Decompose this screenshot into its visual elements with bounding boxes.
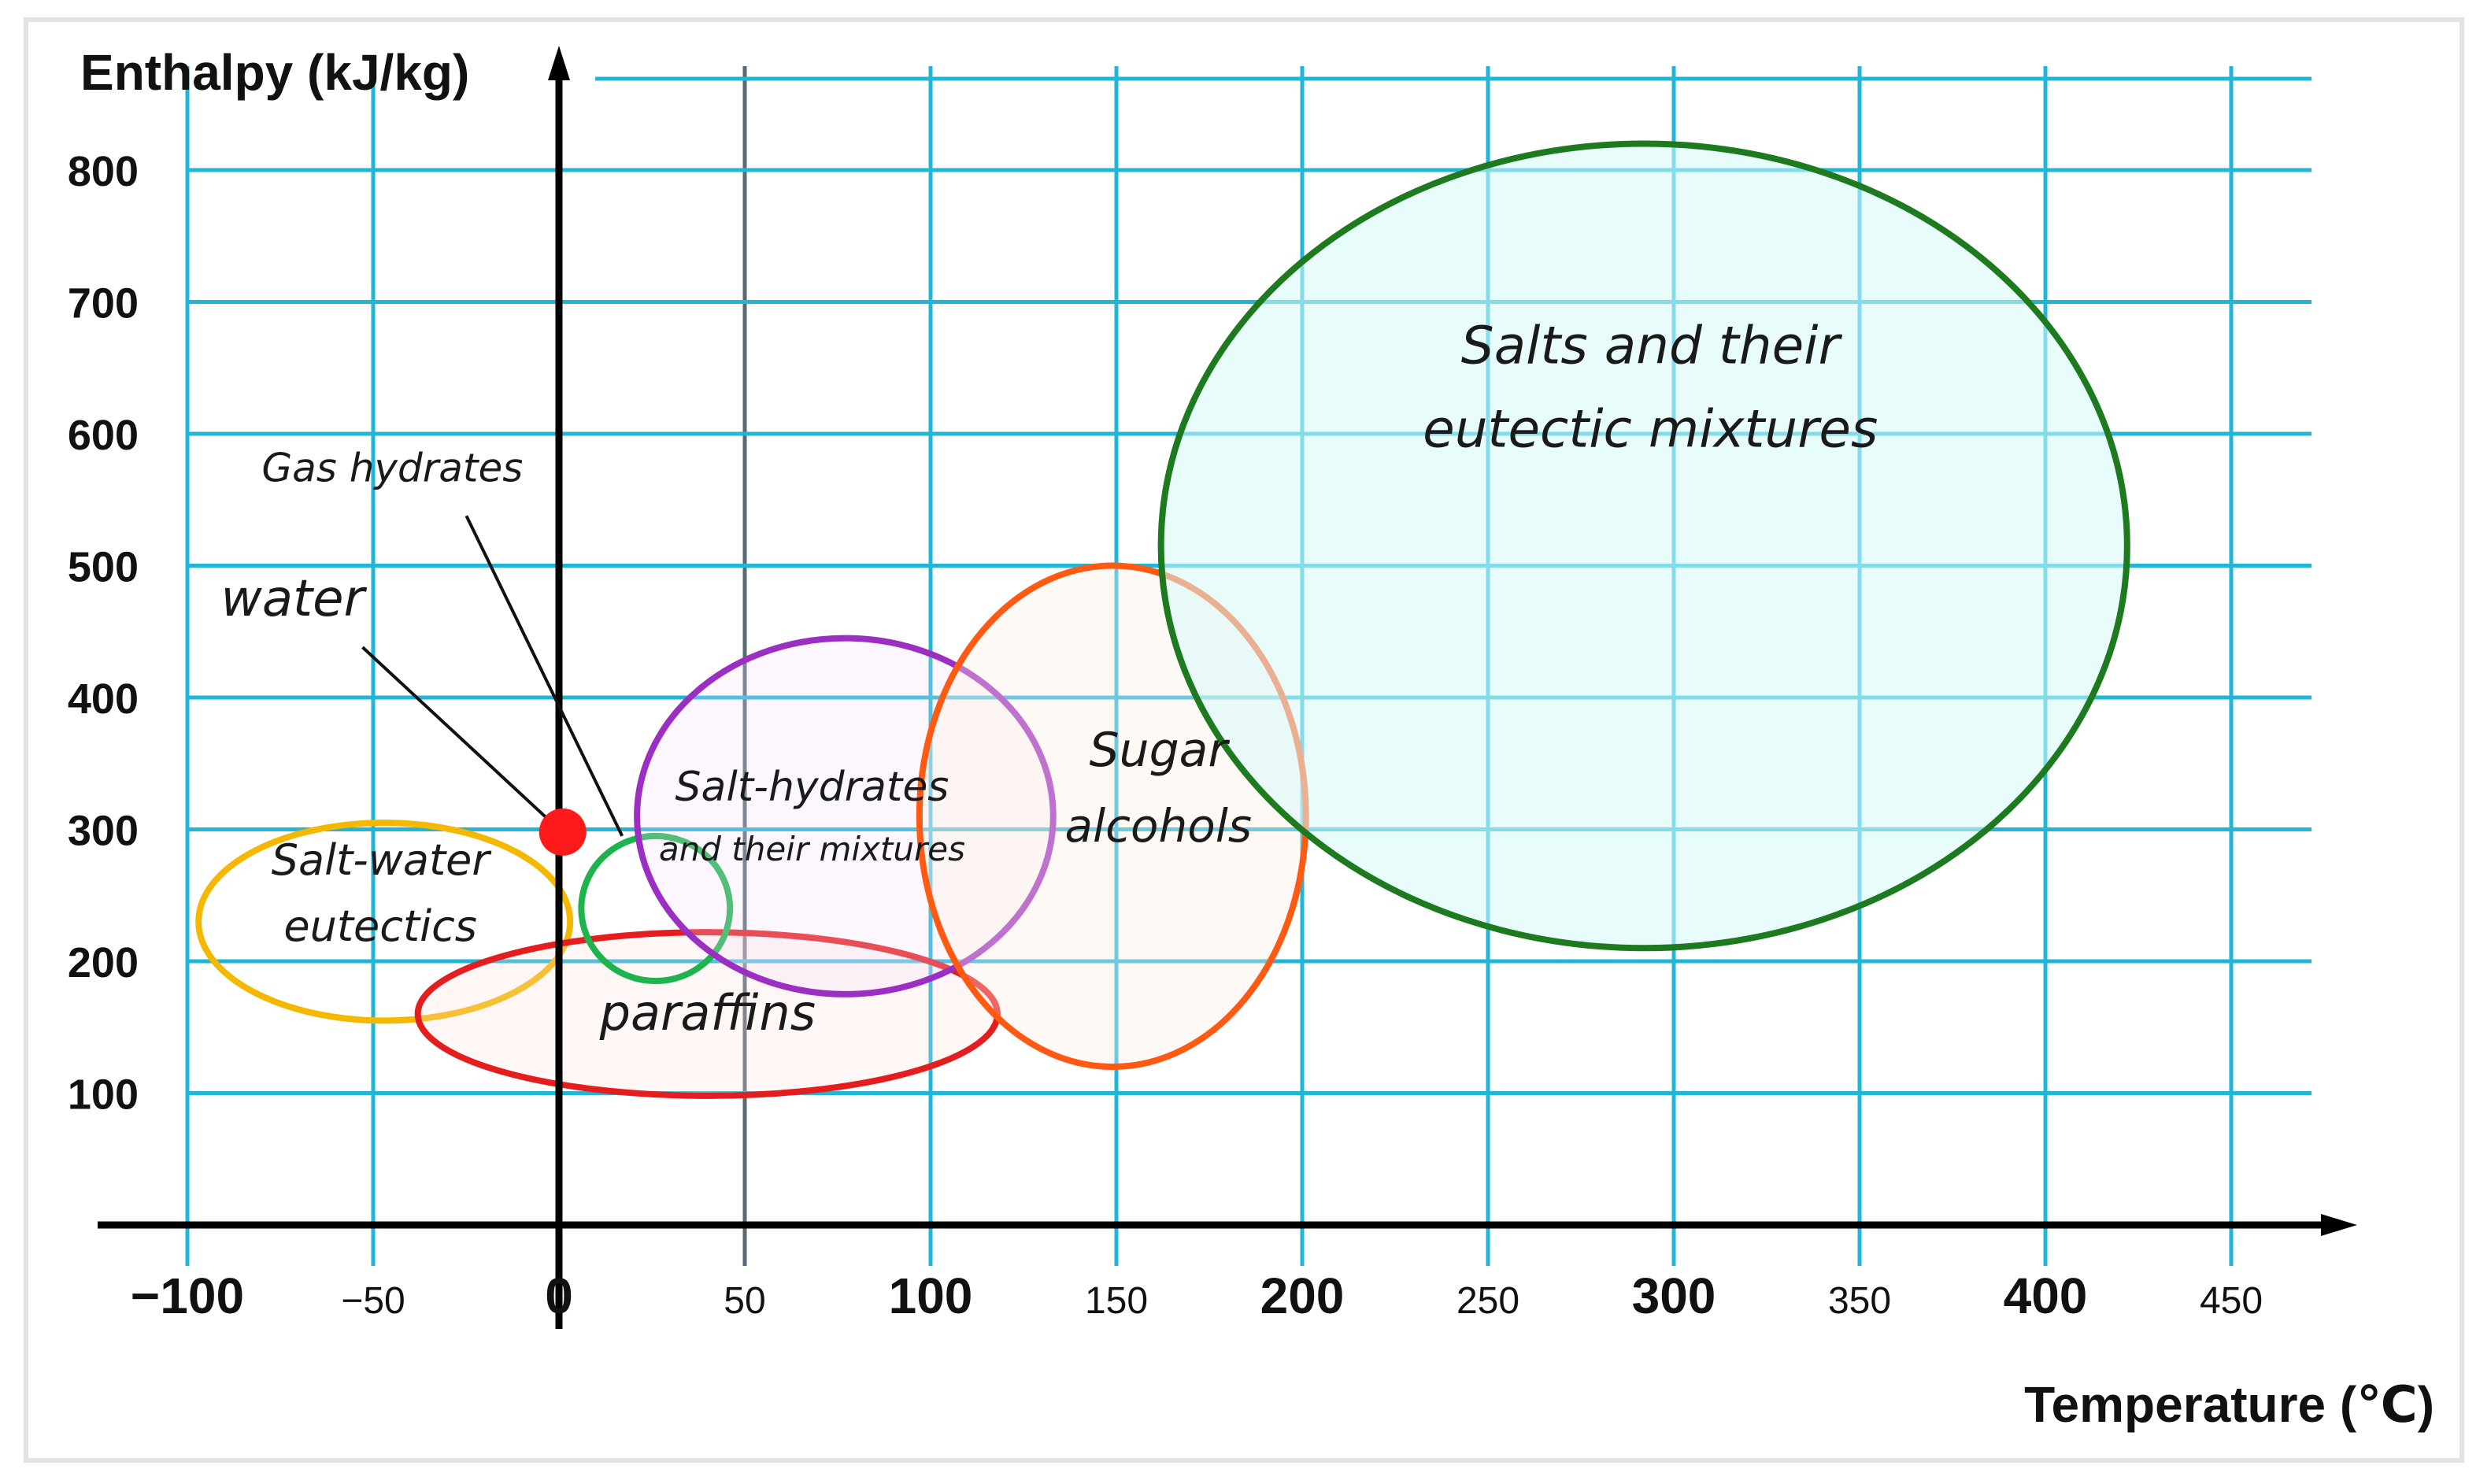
enthalpy-temperature-chart: Salt-water eutectics paraffins Salt-hydrate… — [68, 44, 2434, 1433]
x-tick-label-50: −50 — [341, 1280, 405, 1322]
material-regions: Salt-water eutectics paraffins Salt-hydrate… — [195, 140, 2130, 1099]
region-label-sugar-alcohols-1: alcohols — [1064, 799, 1252, 853]
annotation-gas-hydrates: Gas hydrates — [261, 445, 523, 490]
y-tick-label-100: 100 — [68, 1071, 139, 1119]
axes — [98, 46, 2357, 1329]
region-label-salt-water-eutectics-0: Salt-water — [272, 835, 492, 885]
y-tick-label-400: 400 — [68, 675, 139, 723]
region-salts-and-their-eutectic-mixtures — [1157, 140, 2130, 952]
region-label-salts-and-their-eutectic-mixtures-1: eutectic mixtures — [1423, 398, 1878, 459]
region-label-salts-and-their-eutectic-mixtures-0: Salts and their — [1461, 315, 1843, 376]
region-label-salt-water-eutectics-1: eutectics — [283, 901, 477, 951]
x-tick-label-50: 50 — [724, 1280, 765, 1322]
y-tick-label-500: 500 — [68, 544, 139, 591]
x-tick-label-400: 400 — [2004, 1268, 2088, 1324]
x-tick-label-150: 150 — [1085, 1280, 1148, 1322]
annotation-water: water — [220, 570, 367, 628]
region-salt-water-eutectics — [195, 820, 574, 1024]
region-label-salt-hydrates-and-their-mixtures-0: Salt-hydrates — [675, 764, 949, 811]
region-label-paraffins-0: paraffins — [599, 984, 816, 1042]
x-tick-label-250: 250 — [1456, 1280, 1519, 1322]
region-label-salt-hydrates-and-their-mixtures-1: and their mixtures — [659, 830, 965, 868]
y-tick-label-300: 300 — [68, 808, 139, 855]
point-water — [539, 808, 587, 856]
x-tick-label-350: 350 — [1828, 1280, 1891, 1322]
x-axis-label: Temperature (℃) — [2024, 1376, 2434, 1433]
y-tick-label-700: 700 — [68, 280, 139, 328]
y-axis-arrow — [548, 46, 570, 80]
x-tick-label-300: 300 — [1632, 1268, 1716, 1324]
y-axis-label: Enthalpy (kJ/kg) — [80, 44, 469, 101]
x-tick-label-100: 100 — [889, 1268, 973, 1324]
tick-labels: −100 −50 0 50 100 150 200 250 300 350 400 450 100 200… — [68, 148, 2263, 1324]
x-tick-label-200: 200 — [1260, 1268, 1345, 1324]
x-tick-label-450: 450 — [2200, 1280, 2263, 1322]
annotations: water Gas hydrates — [220, 445, 624, 856]
x-tick-label-100: −100 — [131, 1268, 244, 1324]
region-gas-hydrates — [578, 832, 734, 985]
y-tick-label-200: 200 — [68, 939, 139, 986]
figure-frame: Salt-water eutectics paraffins Salt-hydrate… — [24, 17, 2464, 1463]
leader-line-water — [361, 646, 561, 831]
region-salt-hydrates-and-their-mixtures — [634, 635, 1057, 997]
y-tick-label-800: 800 — [68, 148, 139, 195]
y-tick-label-600: 600 — [68, 412, 139, 459]
region-label-sugar-alcohols-0: Sugar — [1089, 723, 1230, 778]
x-tick-label-0: 0 — [545, 1268, 573, 1324]
x-axis-arrow — [2321, 1214, 2357, 1236]
leader-line-gas-hydrates — [465, 515, 624, 837]
